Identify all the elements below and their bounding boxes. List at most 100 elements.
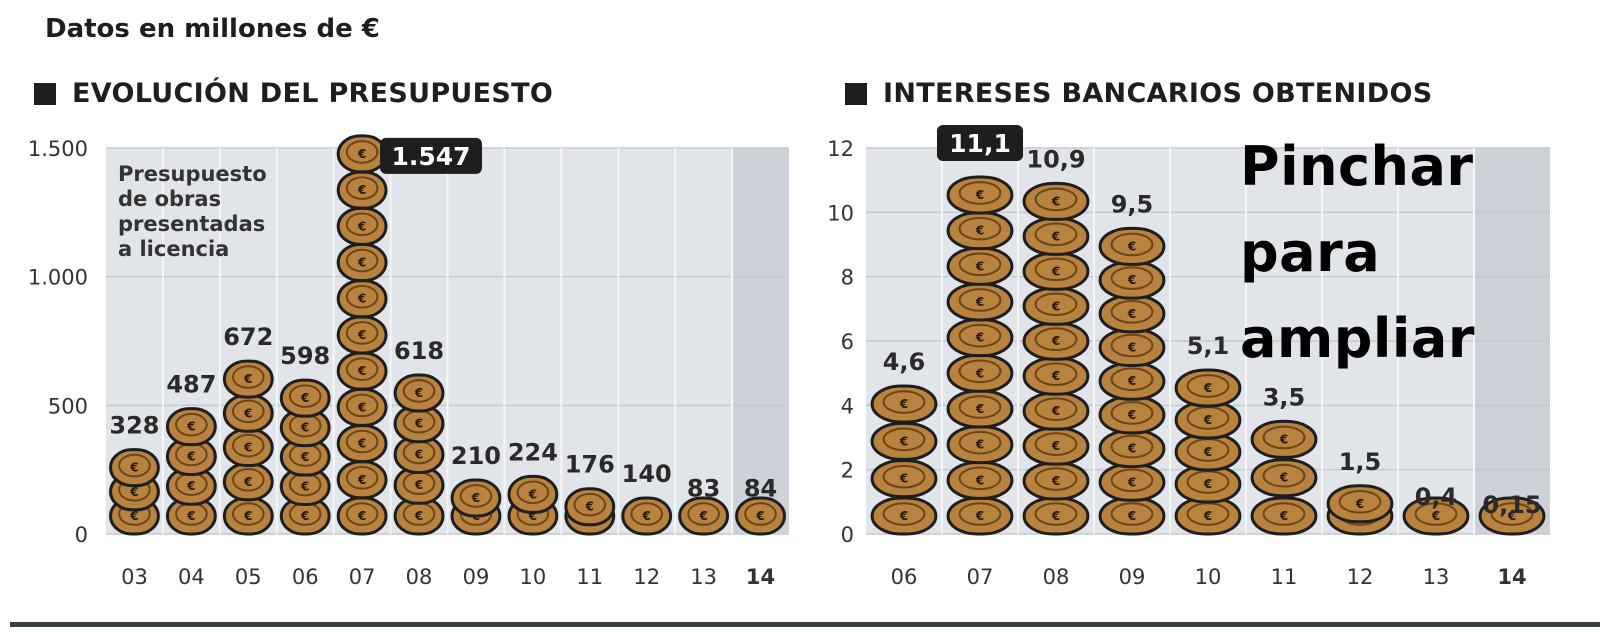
bar-value-label: 224: [508, 438, 558, 466]
svg-text:€: €: [1051, 229, 1060, 243]
zoom-link[interactable]: Pinchar para ampliar: [1240, 124, 1600, 382]
x-tick-label: 04: [178, 565, 205, 589]
svg-text:€: €: [899, 397, 908, 411]
svg-text:€: €: [243, 372, 252, 386]
bar: €€: [564, 487, 616, 536]
euro-coin-icon: €: [109, 448, 160, 488]
bar: €€: [450, 478, 502, 536]
bar-value-label: 672: [223, 323, 273, 351]
svg-text:€: €: [975, 259, 984, 273]
bar-value-label: 5,1: [1187, 332, 1230, 360]
euro-coin-icon: €: [1098, 496, 1166, 536]
bar: € € € € €: [279, 378, 331, 536]
chart1-title: EVOLUCIÓN DEL PRESUPUESTO: [34, 78, 553, 109]
y-tick-label: 1.500: [28, 137, 88, 161]
euro-coin-icon: €: [279, 496, 331, 536]
bar: € € € € €: [1174, 368, 1242, 536]
svg-text:€: €: [1127, 239, 1136, 253]
euro-coin-icon: €: [946, 211, 1014, 251]
svg-text:€: €: [357, 364, 366, 378]
presupuesto-chart: 05001.0001.500€€€32803€€€€48704€€€€€6720…: [28, 134, 789, 589]
euro-coin-icon: €: [336, 424, 388, 464]
svg-text:€: €: [357, 256, 366, 270]
bar-value-label: 0,15: [1482, 491, 1541, 519]
svg-text:€: €: [186, 449, 195, 463]
euro-coin-icon: €: [1022, 216, 1090, 256]
euro-coin-icon: €: [1250, 419, 1318, 459]
euro-coin-icon: €: [222, 428, 274, 468]
svg-text:€: €: [357, 147, 366, 161]
euro-coin-icon: €: [946, 353, 1014, 393]
bar-value-label: 1,5: [1339, 448, 1382, 476]
highlight-label-box: [937, 124, 1023, 161]
svg-text:€: €: [357, 509, 366, 523]
bar-value-label: 487: [166, 371, 216, 399]
euro-coin-icon: €: [1098, 361, 1166, 401]
svg-text:€: €: [899, 434, 908, 448]
x-tick-label: 09: [463, 565, 490, 589]
chart2-title-text: INTERESES BANCARIOS OBTENIDOS: [883, 78, 1433, 109]
svg-text:€: €: [357, 292, 366, 306]
euro-coin-icon: €: [870, 384, 938, 424]
euro-coin-icon: €: [621, 496, 673, 536]
bar-value-label: 4,6: [883, 348, 926, 376]
svg-text:€: €: [357, 473, 366, 487]
svg-text:€: €: [243, 475, 252, 489]
bar-value-label: 10,9: [1026, 145, 1085, 173]
euro-coin-icon: €: [165, 407, 217, 447]
euro-coin-icon: €: [1022, 181, 1090, 221]
euro-coin-icon: €: [564, 487, 616, 527]
euro-coin-icon: €: [393, 373, 445, 413]
zoom-link-line-2[interactable]: ampliar: [1240, 307, 1475, 370]
euro-coin-icon: €: [336, 134, 388, 174]
euro-coin-icon: €: [336, 315, 388, 355]
euro-coin-icon: €: [946, 460, 1014, 500]
bar: € € € € €: [222, 359, 274, 536]
svg-text:€: €: [755, 509, 764, 523]
svg-text:€: €: [129, 509, 138, 523]
x-tick-label: 11: [1271, 565, 1298, 589]
svg-text:€: €: [300, 450, 309, 464]
chart1-title-text: EVOLUCIÓN DEL PRESUPUESTO: [72, 78, 554, 109]
svg-text:€: €: [1279, 432, 1288, 446]
svg-text:€: €: [642, 509, 651, 523]
euro-coin-icon: €: [1250, 458, 1318, 498]
svg-text:€: €: [357, 437, 366, 451]
svg-text:€: €: [1127, 442, 1136, 456]
bar-value-label: 210: [451, 442, 501, 470]
bar-value-label: 328: [109, 412, 159, 440]
svg-text:€: €: [186, 420, 195, 434]
svg-text:€: €: [129, 461, 138, 475]
svg-text:€: €: [975, 331, 984, 345]
x-tick-label: 09: [1119, 565, 1146, 589]
euro-coin-icon: €: [735, 496, 786, 536]
euro-coin-icon: €: [222, 359, 274, 399]
bar-value-label: 0,4: [1415, 483, 1458, 511]
x-tick-label: 10: [1195, 565, 1222, 589]
svg-text:€: €: [1203, 413, 1212, 427]
svg-text:€: €: [414, 478, 423, 492]
bar-value-label: 3,5: [1263, 383, 1306, 411]
svg-text:€: €: [414, 447, 423, 461]
euro-coin-icon: €: [946, 318, 1014, 358]
svg-text:€: €: [1279, 509, 1288, 523]
bar: € € € €: [870, 384, 938, 536]
svg-text:€: €: [1051, 194, 1060, 208]
euro-coin-icon: €: [870, 459, 938, 499]
svg-text:€: €: [300, 421, 309, 435]
euro-coin-icon: €: [1326, 484, 1394, 524]
svg-text:€: €: [1355, 497, 1364, 511]
y-tick-label: 500: [48, 394, 88, 418]
euro-coin-icon: €: [1022, 286, 1090, 326]
svg-text:€: €: [357, 219, 366, 233]
euro-coin-icon: €: [1098, 226, 1166, 266]
zoom-link-line-1[interactable]: Pinchar para: [1240, 135, 1474, 284]
svg-text:€: €: [414, 386, 423, 400]
title-square-icon: [34, 82, 56, 105]
svg-text:€: €: [585, 500, 594, 514]
svg-text:€: €: [1051, 334, 1060, 348]
svg-text:€: €: [975, 188, 984, 202]
svg-text:€: €: [1279, 471, 1288, 485]
y-tick-label: 2: [841, 459, 854, 483]
bar: €: [621, 496, 673, 536]
